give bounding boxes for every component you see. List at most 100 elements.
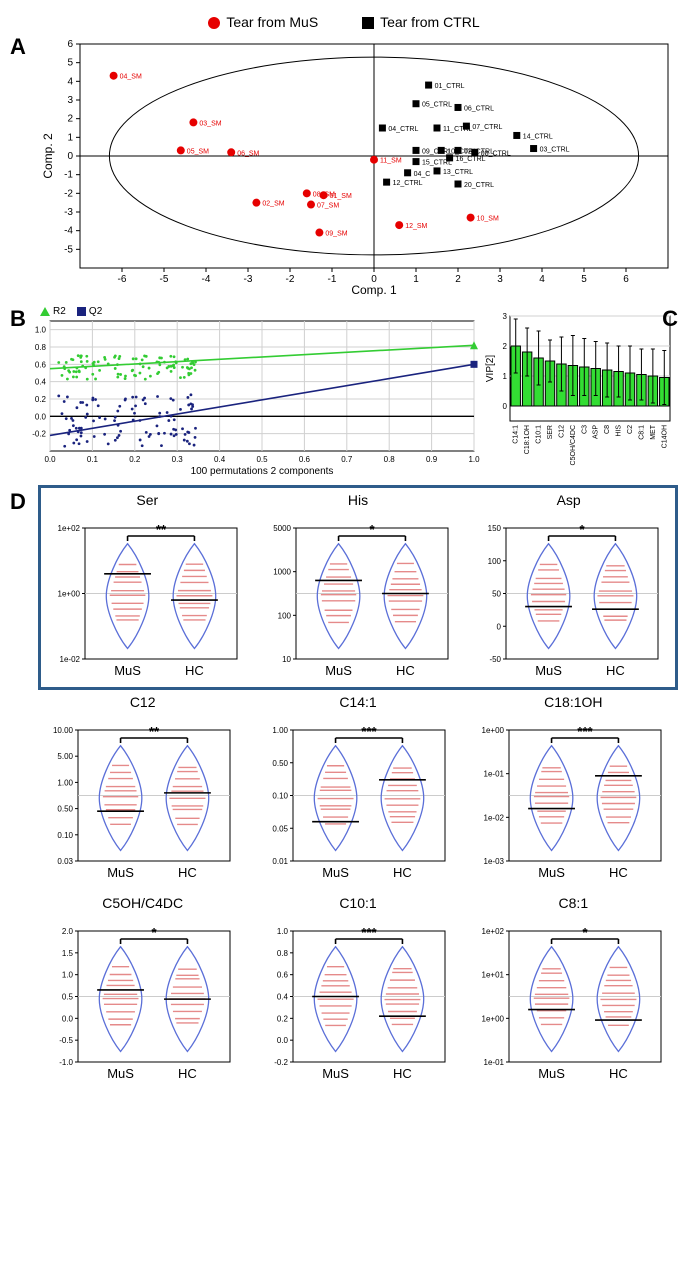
svg-text:HC: HC bbox=[185, 663, 204, 678]
svg-text:HC: HC bbox=[609, 865, 628, 880]
svg-text:-1.0: -1.0 bbox=[59, 1058, 73, 1067]
svg-text:***: *** bbox=[362, 925, 378, 940]
violin-plot: 1010010005000MuSHC* bbox=[256, 508, 456, 683]
svg-text:05_SM: 05_SM bbox=[187, 148, 209, 155]
svg-text:1.0: 1.0 bbox=[35, 326, 47, 335]
svg-text:HC: HC bbox=[178, 865, 197, 880]
svg-text:-5: -5 bbox=[160, 274, 169, 285]
svg-text:0: 0 bbox=[67, 151, 73, 162]
svg-text:0.50: 0.50 bbox=[57, 805, 73, 814]
svg-text:2.0: 2.0 bbox=[62, 927, 74, 936]
svg-text:10.00: 10.00 bbox=[53, 726, 74, 735]
svg-text:-0.5: -0.5 bbox=[59, 1036, 73, 1045]
legend-q2: Q2 bbox=[89, 306, 102, 317]
svg-text:11_SM: 11_SM bbox=[380, 158, 402, 165]
svg-text:0.8: 0.8 bbox=[35, 343, 47, 352]
svg-text:12_CTRL: 12_CTRL bbox=[393, 180, 423, 187]
violin-plot: 1e-021e+001e+02MuSHC** bbox=[45, 508, 245, 683]
svg-text:2: 2 bbox=[503, 342, 508, 351]
svg-text:0.2: 0.2 bbox=[35, 395, 47, 404]
violin-cell: C5OH/C4DC-1.0-0.50.00.51.01.52.0MuSHC* bbox=[38, 895, 247, 1086]
svg-text:C12: C12 bbox=[558, 425, 565, 438]
svg-text:1e-02: 1e-02 bbox=[60, 655, 81, 664]
violin-title: C18:1OH bbox=[469, 694, 678, 710]
svg-text:07_CTRL: 07_CTRL bbox=[472, 124, 502, 131]
svg-text:-3: -3 bbox=[244, 274, 253, 285]
violin-plot: 0.030.100.501.005.0010.00MuSHC** bbox=[38, 710, 238, 885]
svg-text:MuS: MuS bbox=[107, 1066, 134, 1081]
panel-c-label: C bbox=[662, 306, 678, 332]
panel-d: D Ser1e-021e+001e+02MuSHC**His1010010005… bbox=[10, 485, 678, 1086]
svg-text:05_CTRL: 05_CTRL bbox=[422, 102, 452, 109]
svg-text:150: 150 bbox=[488, 524, 502, 533]
svg-text:0.03: 0.03 bbox=[57, 857, 73, 866]
svg-text:C2: C2 bbox=[627, 425, 634, 434]
svg-text:10_SM: 10_SM bbox=[477, 216, 499, 223]
svg-text:C8: C8 bbox=[604, 425, 611, 434]
svg-text:03_SM: 03_SM bbox=[199, 120, 221, 127]
violin-plot: 1e-031e-021e-011e+00MuSHC*** bbox=[469, 710, 669, 885]
svg-text:-5: -5 bbox=[64, 244, 73, 255]
svg-text:C14OH: C14OH bbox=[661, 425, 668, 448]
violin-title: C12 bbox=[38, 694, 247, 710]
svg-text:*: * bbox=[580, 522, 586, 537]
violin-cell: C10:1-0.20.00.20.40.60.81.0MuSHC*** bbox=[253, 895, 462, 1086]
violin-title: His bbox=[256, 492, 461, 508]
violin-plot: -50050100150MuSHC* bbox=[466, 508, 666, 683]
ctrl-marker-icon bbox=[362, 17, 374, 29]
svg-text:0.01: 0.01 bbox=[273, 857, 289, 866]
svg-text:MuS: MuS bbox=[538, 1066, 565, 1081]
mus-marker-icon bbox=[208, 17, 220, 29]
svg-text:0.2: 0.2 bbox=[277, 1014, 289, 1023]
svg-text:MuS: MuS bbox=[323, 865, 350, 880]
r2-marker-icon bbox=[40, 307, 50, 316]
svg-text:0.6: 0.6 bbox=[299, 455, 311, 464]
svg-text:1e-02: 1e-02 bbox=[483, 813, 504, 822]
svg-text:*: * bbox=[582, 925, 588, 940]
svg-text:0: 0 bbox=[497, 622, 502, 631]
svg-text:-2: -2 bbox=[286, 274, 295, 285]
svg-text:0.10: 0.10 bbox=[273, 792, 289, 801]
svg-text:10: 10 bbox=[282, 655, 291, 664]
svg-text:C18:1OH: C18:1OH bbox=[524, 425, 531, 454]
violin-cell: Ser1e-021e+001e+02MuSHC** bbox=[45, 492, 250, 683]
svg-text:06_SM: 06_SM bbox=[237, 150, 259, 157]
svg-text:0.8: 0.8 bbox=[384, 455, 396, 464]
svg-text:HC: HC bbox=[178, 1066, 197, 1081]
svg-text:ASP: ASP bbox=[593, 425, 600, 439]
panel-c: C 0123VIP[2]C14:1C18:1OHC10:1SERC12C5OH/… bbox=[484, 306, 678, 481]
violin-cell: Asp-50050100150MuSHC* bbox=[466, 492, 671, 683]
violin-title: Ser bbox=[45, 492, 250, 508]
svg-text:0.6: 0.6 bbox=[35, 360, 47, 369]
svg-text:Comp. 2: Comp. 2 bbox=[41, 133, 55, 179]
svg-text:1e-03: 1e-03 bbox=[483, 857, 504, 866]
svg-text:1.0: 1.0 bbox=[468, 455, 480, 464]
svg-text:-2: -2 bbox=[64, 188, 73, 199]
panel-b: B R2 Q2 0.00.10.20.30.40.50.60.70.80.91.… bbox=[10, 306, 480, 481]
svg-text:02_SM: 02_SM bbox=[262, 201, 284, 208]
svg-text:1e+02: 1e+02 bbox=[58, 524, 81, 533]
violin-plot: -1.0-0.50.00.51.01.52.0MuSHC* bbox=[38, 911, 238, 1086]
violin-cell: His1010010005000MuSHC* bbox=[256, 492, 461, 683]
legend-mus: Tear from MuS bbox=[226, 14, 318, 30]
svg-text:0.3: 0.3 bbox=[172, 455, 184, 464]
panel-d-label: D bbox=[10, 489, 26, 515]
svg-text:16_CTRL: 16_CTRL bbox=[456, 156, 486, 163]
svg-text:C8:1: C8:1 bbox=[638, 425, 645, 440]
svg-text:HC: HC bbox=[606, 663, 625, 678]
svg-text:*: * bbox=[369, 522, 375, 537]
svg-text:1.0: 1.0 bbox=[277, 927, 289, 936]
svg-text:HC: HC bbox=[396, 663, 415, 678]
svg-text:100: 100 bbox=[277, 611, 291, 620]
violin-plot: 1e-011e+001e+011e+02MuSHC* bbox=[469, 911, 669, 1086]
svg-text:MuS: MuS bbox=[325, 663, 352, 678]
svg-text:50: 50 bbox=[492, 590, 501, 599]
svg-text:1.00: 1.00 bbox=[57, 778, 73, 787]
svg-text:1e-01: 1e-01 bbox=[483, 1058, 504, 1067]
svg-text:09_SM: 09_SM bbox=[325, 231, 347, 238]
svg-text:***: *** bbox=[577, 724, 593, 739]
panel-a-label: A bbox=[10, 34, 26, 60]
svg-text:1e-01: 1e-01 bbox=[483, 770, 504, 779]
svg-text:1.5: 1.5 bbox=[62, 949, 74, 958]
svg-text:4: 4 bbox=[67, 76, 73, 87]
